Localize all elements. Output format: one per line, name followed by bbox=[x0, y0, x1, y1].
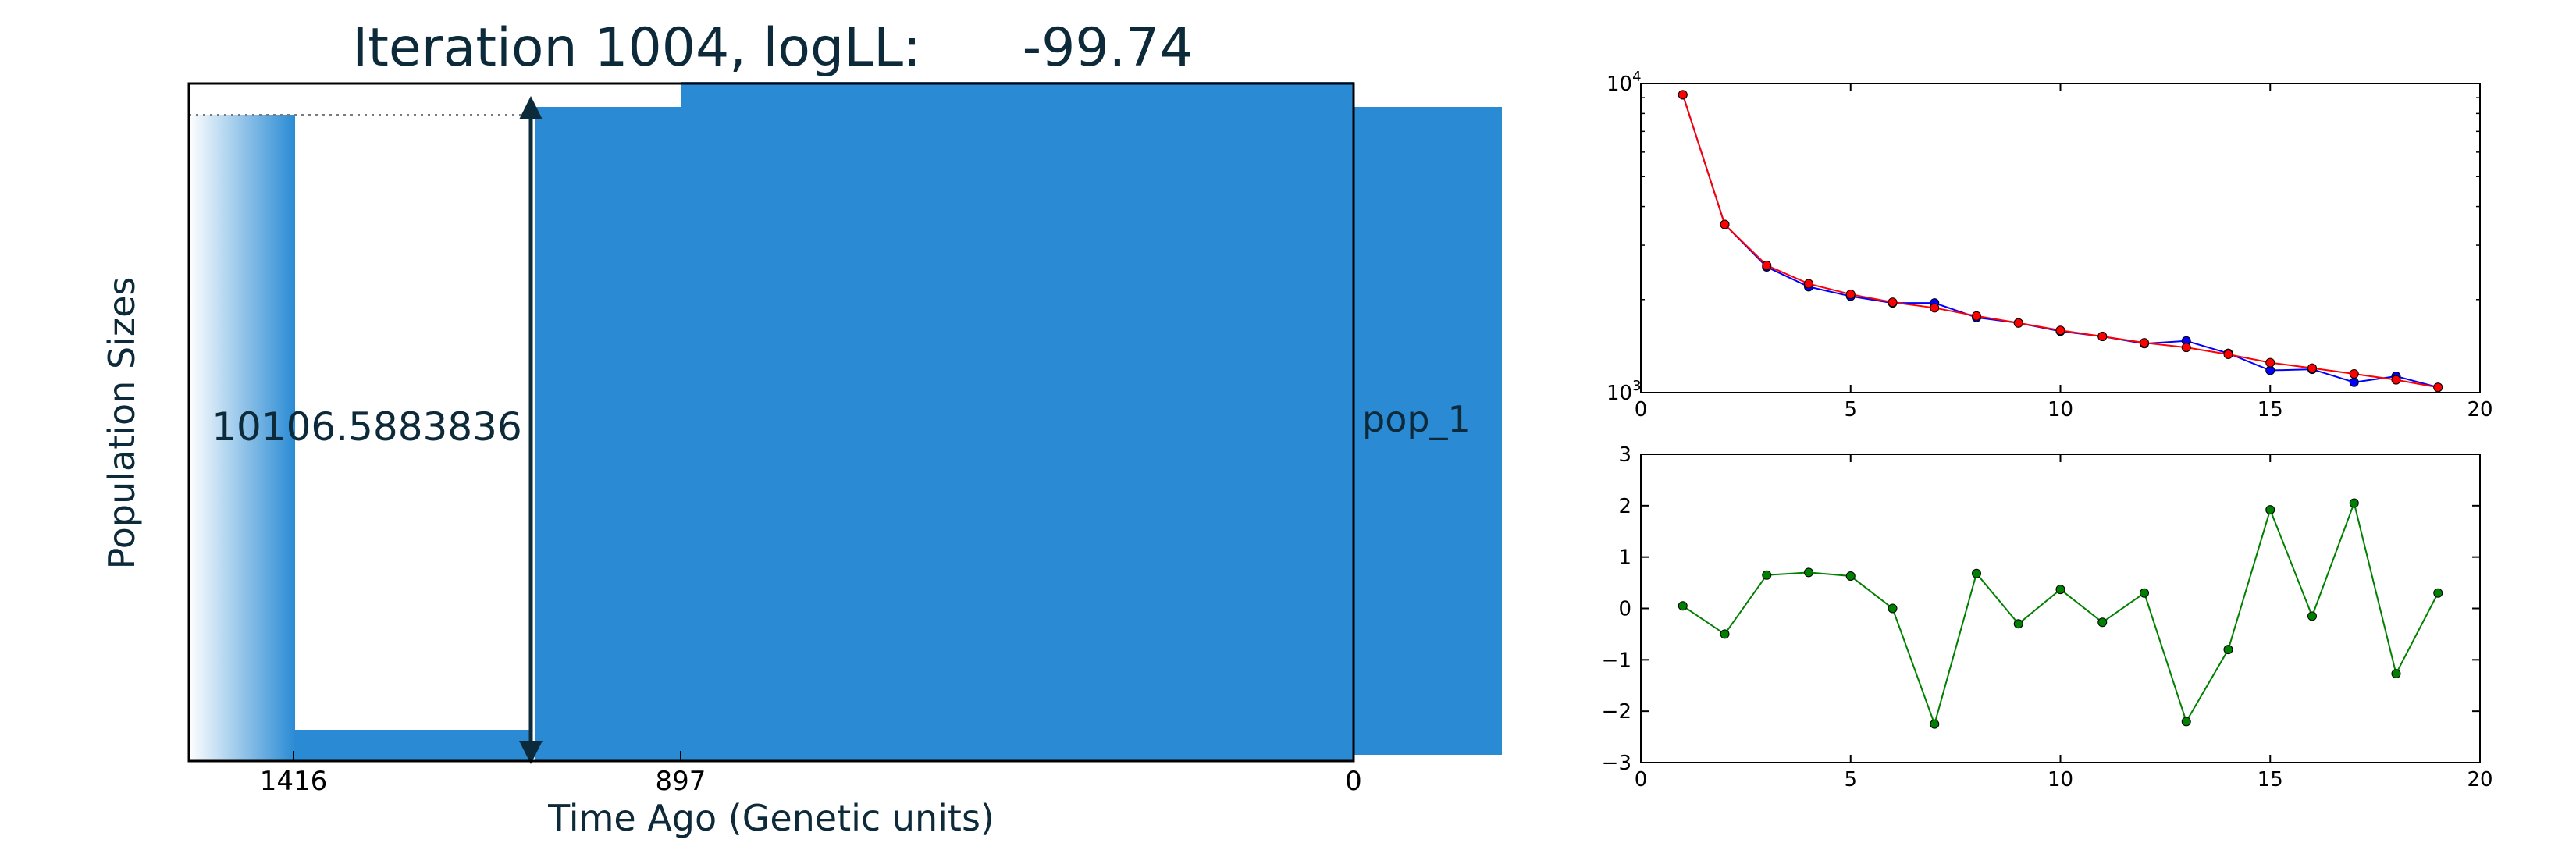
xtick-label-897: 897 bbox=[656, 766, 706, 797]
size-annotation: 10106.5883836 bbox=[212, 404, 522, 450]
size-trace-data-point bbox=[2140, 338, 2149, 348]
x-axis-label: Time Ago (Genetic units) bbox=[547, 797, 994, 839]
size-trace-data-point bbox=[2433, 382, 2443, 393]
residual-trace-data-point bbox=[2265, 505, 2275, 515]
residual-trace-data-point bbox=[2223, 645, 2233, 655]
size-trace-data-point bbox=[2055, 325, 2065, 336]
residual-trace-data-point bbox=[2181, 717, 2191, 727]
size-trace-xtick-label: 5 bbox=[1844, 398, 1857, 422]
residual-trace-ytick-label: 0 bbox=[1618, 598, 1631, 621]
residual-trace-data-point bbox=[1972, 568, 1981, 578]
residual-trace-xtick-label: 0 bbox=[1635, 768, 1648, 791]
size-trace-data-point bbox=[2265, 357, 2275, 368]
residual-trace-data-point bbox=[2097, 617, 2108, 628]
residual-trace-ytick-label: 2 bbox=[1618, 495, 1631, 518]
title-prefix: Iteration 1004, logLL: bbox=[352, 17, 921, 79]
ancient-population-fade bbox=[189, 115, 295, 761]
residual-trace-ytick-label: 1 bbox=[1618, 546, 1631, 570]
size-trace-data-point bbox=[1762, 260, 1772, 270]
chart-title: Iteration 1004, logLL: -99.74 bbox=[0, 17, 1546, 79]
size-trace-data-point bbox=[1804, 279, 1813, 289]
size-trace-data-point bbox=[1678, 90, 1688, 100]
size-trace-xtick-label: 0 bbox=[1635, 398, 1648, 422]
size-trace-data-point bbox=[1930, 303, 1940, 313]
size-trace-data-point bbox=[1888, 297, 1898, 308]
size-trace-data-point bbox=[2097, 331, 2108, 341]
residual-trace-data-point bbox=[1762, 570, 1772, 580]
population-label: pop_1 bbox=[1362, 398, 1471, 440]
residual-trace-series-line-0 bbox=[1682, 500, 2439, 727]
size-trace-data-point bbox=[1845, 290, 1856, 300]
size-trace-data-point bbox=[2223, 349, 2233, 359]
residual-trace-data-point bbox=[1678, 601, 1688, 611]
residual-trace-data-point bbox=[1804, 567, 1813, 578]
residual-trace-data-point bbox=[2433, 588, 2443, 598]
residual-trace-data-point bbox=[2140, 588, 2149, 598]
residual-trace-data-point bbox=[2013, 619, 2023, 629]
size-trace-xtick-label: 15 bbox=[2258, 398, 2283, 422]
size-trace-data-point bbox=[2391, 375, 2401, 385]
xtick-label-0: 0 bbox=[1345, 766, 1362, 797]
residual-trace-data-point bbox=[2391, 669, 2401, 679]
residual-trace-data-point bbox=[2349, 498, 2359, 508]
residual-trace-xtick-label: 20 bbox=[2467, 768, 2492, 791]
size-trace-ytick-label: 104 bbox=[1606, 69, 1642, 96]
residual-trace-ytick-label: −1 bbox=[1602, 649, 1631, 672]
size-trace-xtick-label: 10 bbox=[2048, 398, 2073, 422]
residual-trace-data-point bbox=[1720, 629, 1730, 639]
residual-trace-data-point bbox=[1930, 719, 1940, 729]
residual-trace-data-point bbox=[2055, 585, 2065, 595]
residual-trace-xtick-label: 10 bbox=[2048, 768, 2073, 791]
residual-trace-xtick-label: 15 bbox=[2258, 768, 2283, 791]
size-trace-data-point bbox=[2181, 343, 2191, 353]
xtick-label-1416: 1416 bbox=[260, 766, 328, 797]
residual-trace-ytick-label: −3 bbox=[1602, 752, 1631, 775]
residual-trace-data-point bbox=[2307, 611, 2317, 621]
residual-trace-ytick-label: −2 bbox=[1602, 700, 1631, 724]
residual-trace-xtick-label: 5 bbox=[1844, 768, 1857, 791]
residual-trace-ytick-label: 3 bbox=[1618, 443, 1631, 467]
size-trace-data-point bbox=[1720, 219, 1730, 229]
y-axis-label: Population Sizes bbox=[101, 277, 143, 570]
size-trace-data-point bbox=[2349, 368, 2359, 379]
size-trace-data-point bbox=[2013, 318, 2023, 328]
bottleneck-segment bbox=[295, 730, 531, 761]
residual-trace-data-point bbox=[1888, 603, 1898, 614]
size-trace-data-point bbox=[2307, 363, 2317, 373]
size-trace-data-point bbox=[1972, 311, 1981, 321]
residual-trace-data-point bbox=[1845, 571, 1856, 582]
population-segment-recent bbox=[535, 107, 681, 761]
size-trace-xtick-label: 20 bbox=[2467, 398, 2492, 422]
population-segment-current bbox=[681, 82, 1354, 761]
plot-frame bbox=[187, 82, 1355, 763]
title-loglikelihood-value: -99.74 bbox=[1022, 17, 1194, 79]
population-extension bbox=[1354, 107, 1502, 755]
